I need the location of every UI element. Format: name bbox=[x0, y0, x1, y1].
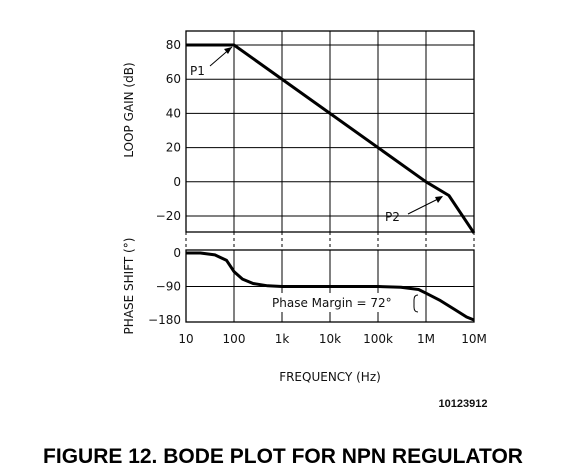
annotation-p2-arrowhead bbox=[435, 196, 443, 203]
phase-panel: 0 −90 −180 PHASE SHIFT (°) Phase Margin = … bbox=[122, 232, 487, 384]
gain-y-tick-labels: 80 60 40 20 0 −20 bbox=[156, 38, 181, 223]
annotation-p2-arrow bbox=[407, 196, 443, 215]
phase-y-tick-label: 0 bbox=[173, 246, 181, 260]
gain-y-tick-label: 20 bbox=[166, 141, 181, 155]
gain-series-line bbox=[186, 43, 476, 234]
figure-caption: FIGURE 12. BODE PLOT FOR NPN REGULATOR bbox=[43, 445, 523, 468]
x-tick-label: 10 bbox=[178, 332, 193, 346]
x-tick-label: 100k bbox=[363, 332, 393, 346]
figure-id: 10123912 bbox=[439, 398, 488, 410]
annotation-p1-arrowhead bbox=[224, 47, 232, 54]
gain-y-tick-label: 80 bbox=[166, 38, 181, 52]
phase-margin-bracket bbox=[413, 294, 419, 313]
x-tick-label: 100 bbox=[223, 332, 246, 346]
x-axis-label: FREQUENCY (Hz) bbox=[279, 370, 381, 384]
gain-y-axis-label: LOOP GAIN (dB) bbox=[122, 62, 136, 157]
gain-y-tick-label: 60 bbox=[166, 72, 181, 86]
gain-y-tick-label: 40 bbox=[166, 106, 181, 120]
gain-y-tick-label: 0 bbox=[173, 175, 181, 189]
x-tick-label: 10k bbox=[319, 332, 341, 346]
annotation-p2: P2 bbox=[385, 210, 400, 224]
x-tick-label: 1M bbox=[417, 332, 435, 346]
annotation-phase-margin: Phase Margin = 72° bbox=[272, 296, 392, 310]
x-tick-label: 10M bbox=[461, 332, 487, 346]
annotation-p1: P1 bbox=[190, 64, 205, 78]
phase-y-tick-label: −90 bbox=[156, 280, 181, 294]
gain-panel: 80 60 40 20 0 −20 LOOP GAIN (dB) P1 P2 bbox=[122, 30, 476, 234]
phase-y-axis-label: PHASE SHIFT (°) bbox=[122, 238, 136, 335]
gain-y-tick-label: −20 bbox=[156, 209, 181, 223]
x-tick-labels: 10 100 1k 10k 100k 1M 10M bbox=[178, 332, 486, 346]
x-tick-label: 1k bbox=[275, 332, 290, 346]
phase-y-tick-label: −180 bbox=[148, 313, 181, 327]
phase-margin-label-bg bbox=[270, 293, 420, 312]
gain-grid bbox=[185, 30, 475, 233]
phase-y-tick-labels: 0 −90 −180 bbox=[148, 246, 181, 327]
phase-series-line bbox=[186, 251, 475, 322]
